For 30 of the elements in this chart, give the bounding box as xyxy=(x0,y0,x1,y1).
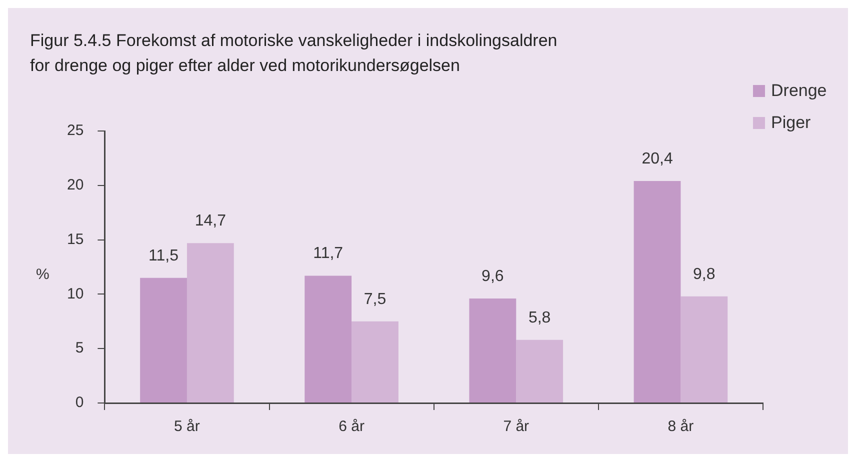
y-tick-label: 10 xyxy=(66,285,84,302)
bar xyxy=(634,181,681,402)
data-label: 9,8 xyxy=(693,266,716,283)
data-label: 9,6 xyxy=(482,268,504,285)
bar xyxy=(469,298,516,402)
y-tick-label: 25 xyxy=(66,122,84,140)
data-label: 7,5 xyxy=(364,290,386,308)
data-label: 5,8 xyxy=(528,309,551,326)
y-tick-label: 5 xyxy=(75,340,84,357)
bar xyxy=(186,243,234,402)
legend-label: Piger xyxy=(771,113,811,133)
y-axis-title: % xyxy=(36,266,50,283)
bar xyxy=(304,276,352,402)
data-label: 20,4 xyxy=(642,150,673,168)
x-tick-label: 5 år xyxy=(174,418,200,436)
x-tick-label: 8 år xyxy=(668,418,694,436)
legend-label: Drenge xyxy=(771,81,827,101)
bar xyxy=(680,296,728,402)
x-tick-label: 6 år xyxy=(338,418,364,436)
x-tick-label: 7 år xyxy=(503,418,530,436)
data-label: 14,7 xyxy=(194,212,226,230)
data-label: 11,7 xyxy=(313,245,344,262)
data-label: 11,5 xyxy=(148,247,179,264)
bar xyxy=(352,321,398,402)
chart-title: Figur 5.4.5 Forekomst af motoriske vanskeligheder i indskolingsaldren for drenge og piger efter alder ved motorikundersøgelsen xyxy=(30,30,558,77)
y-tick-label: 15 xyxy=(66,230,84,248)
y-tick-label: 20 xyxy=(66,176,84,194)
bar xyxy=(140,278,187,402)
y-tick-label: 0 xyxy=(75,394,84,412)
bar xyxy=(516,340,564,402)
